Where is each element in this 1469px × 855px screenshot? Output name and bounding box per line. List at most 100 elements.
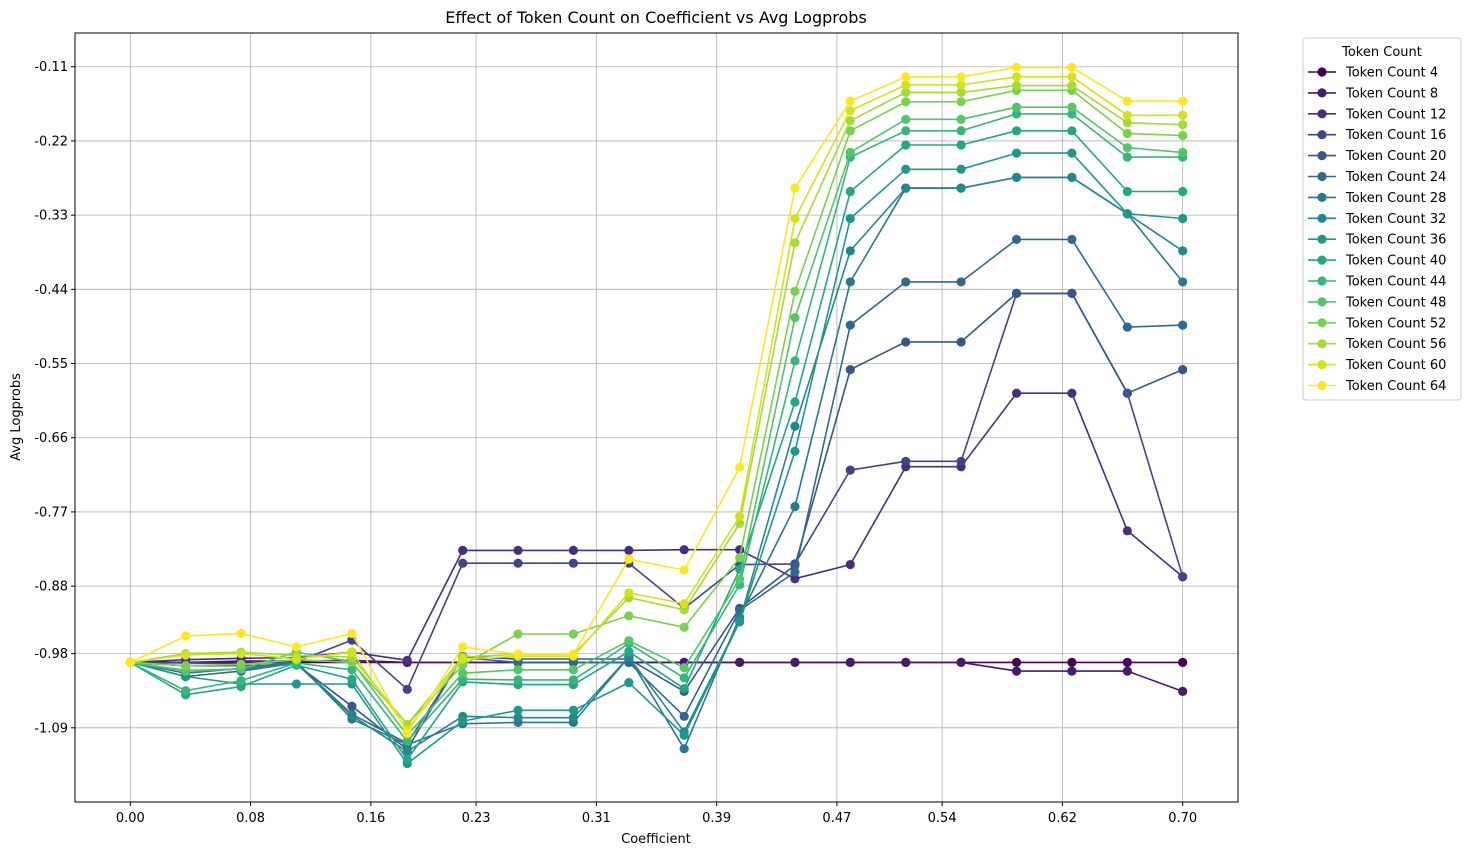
legend-label: Token Count 44 (1345, 275, 1446, 290)
legend-title: Token Count (1341, 45, 1422, 60)
data-point (956, 277, 966, 287)
data-point (1011, 72, 1022, 82)
data-point (679, 744, 689, 754)
data-point (1067, 102, 1077, 112)
data-point (845, 116, 855, 126)
data-point (181, 661, 191, 671)
data-point (956, 114, 966, 124)
legend-label: Token Count 60 (1345, 358, 1446, 373)
y-tick-label: -0.11 (34, 60, 68, 75)
data-point (1122, 186, 1132, 197)
data-point (1122, 152, 1132, 162)
plot-area (74, 32, 1239, 803)
data-point (845, 126, 855, 136)
legend-item: Token Count 4 (1308, 66, 1438, 81)
data-point (236, 628, 246, 638)
data-point (901, 140, 911, 150)
data-point (236, 648, 246, 659)
data-point (291, 642, 302, 652)
data-point (568, 558, 578, 568)
y-axis-title: Avg Logprobs (9, 373, 24, 461)
data-point (347, 665, 357, 675)
x-tick-label: 0.31 (582, 811, 611, 826)
data-point (901, 183, 911, 193)
legend-marker (1317, 109, 1327, 119)
data-point (735, 617, 745, 627)
data-point (1122, 110, 1132, 120)
data-point (568, 713, 578, 723)
data-point (1067, 172, 1077, 182)
data-point (845, 213, 855, 224)
data-point (291, 679, 302, 689)
data-point (1178, 246, 1188, 256)
data-point (1178, 120, 1188, 130)
data-point (458, 668, 468, 678)
data-point (1067, 288, 1077, 298)
legend-item: Token Count 64 (1308, 379, 1446, 394)
data-point (1122, 209, 1132, 219)
legend-item: Token Count 16 (1308, 128, 1446, 143)
data-point (624, 554, 634, 564)
series-line (130, 292, 1184, 751)
x-tick-label: 0.16 (356, 811, 385, 826)
data-point (845, 186, 855, 197)
data-point (1178, 147, 1188, 157)
y-tick-label: -0.77 (34, 505, 68, 520)
data-point (1011, 288, 1022, 298)
data-point (1067, 148, 1077, 158)
data-point (624, 636, 634, 646)
legend-marker (1317, 88, 1327, 98)
data-point (458, 716, 468, 726)
data-point (568, 665, 578, 675)
series-token-count-44 (125, 109, 1188, 746)
data-point (402, 728, 412, 738)
data-point (790, 238, 800, 248)
x-tick-label: 0.00 (116, 811, 145, 826)
y-tick-label: -1.09 (34, 721, 68, 736)
data-point (1011, 388, 1022, 398)
data-point (513, 629, 523, 639)
data-point (735, 462, 745, 473)
legend-label: Token Count 48 (1345, 295, 1446, 310)
data-point (956, 140, 966, 150)
data-point (402, 746, 412, 757)
data-point (735, 657, 745, 667)
data-point (458, 654, 468, 664)
data-point (845, 96, 855, 106)
data-point (624, 545, 634, 555)
data-point (901, 72, 911, 82)
data-point (1067, 109, 1077, 119)
data-point (901, 114, 911, 124)
data-point (1067, 62, 1077, 73)
data-point (513, 705, 523, 715)
data-point (1011, 102, 1022, 112)
legend-item: Token Count 40 (1308, 254, 1446, 269)
data-point (845, 559, 855, 570)
data-point (735, 553, 745, 563)
legend-label: Token Count 16 (1345, 128, 1446, 143)
data-point (790, 421, 800, 431)
legend-label: Token Count 12 (1345, 107, 1446, 122)
series-line (130, 292, 1184, 691)
data-point (956, 657, 966, 667)
legend-label: Token Count 56 (1345, 337, 1446, 352)
series-layer (125, 62, 1188, 769)
legend-item: Token Count 60 (1308, 358, 1446, 373)
data-point (402, 754, 412, 765)
series-line (130, 152, 1183, 765)
data-point (790, 446, 800, 456)
y-tick-label: -0.66 (34, 431, 68, 446)
data-point (679, 622, 689, 632)
data-point (901, 80, 911, 90)
data-point (679, 711, 689, 721)
legend-label: Token Count 36 (1345, 233, 1446, 248)
data-point (790, 183, 800, 193)
data-point (1011, 148, 1022, 158)
data-point (679, 730, 689, 740)
data-point (956, 126, 966, 136)
data-point (1011, 666, 1022, 676)
data-point (845, 320, 855, 330)
data-point (458, 545, 468, 555)
data-point (845, 277, 855, 287)
